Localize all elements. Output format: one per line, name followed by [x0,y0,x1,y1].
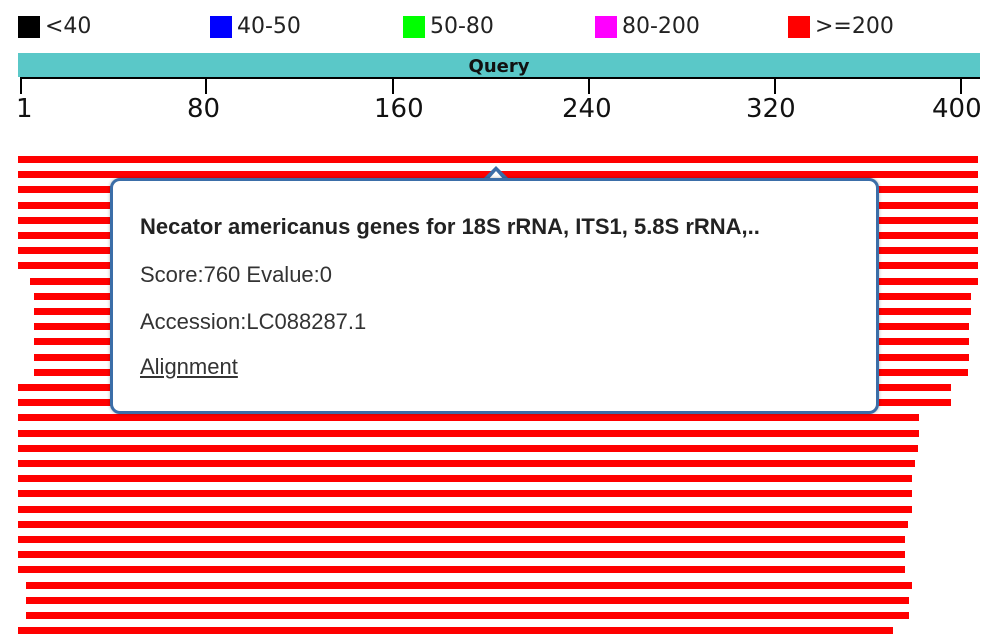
score-legend: <40 40-50 50-80 80-200 >=200 [0,12,1000,42]
hit-bar[interactable] [18,444,918,452]
axis-tick-label: 240 [562,94,612,124]
hit-bar[interactable] [18,505,912,513]
hit-bar[interactable] [18,414,919,422]
axis-tick-mark [20,77,22,94]
hit-bar[interactable] [18,460,915,467]
hit-bar[interactable] [18,551,905,559]
query-bar: Query [18,53,980,77]
legend-swatch-blue [210,16,232,38]
axis-line [20,77,980,79]
legend-label: <40 [45,14,92,39]
hit-bar[interactable] [26,612,909,619]
hit-bar[interactable] [18,627,893,635]
tooltip-accession: Accession:LC088287.1 [140,309,367,334]
legend-swatch-magenta [595,16,617,38]
axis-tick-mark [392,77,394,94]
legend-swatch-red [788,16,810,38]
hit-bar[interactable] [26,581,912,589]
legend-label: >=200 [815,14,894,39]
axis-tick-label: 80 [187,94,221,124]
axis-tick-mark [774,77,776,94]
axis-tick-mark [205,77,207,94]
tooltip-title: Necator americanus genes for 18S rRNA, I… [140,214,760,239]
legend-swatch-black [18,16,40,38]
hit-bar[interactable] [18,156,978,163]
hit-bar[interactable] [18,490,912,498]
alignment-link[interactable]: Alignment [140,354,238,379]
axis-tick-label: 320 [746,94,796,124]
axis-tick-mark [960,77,962,94]
hit-bar[interactable] [18,536,905,543]
hit-bar[interactable] [26,596,909,604]
axis-tick-label: 1 [16,94,33,124]
legend-label: 50-80 [430,14,494,39]
hit-bar[interactable] [18,429,919,437]
axis-tick-label: 400 [932,94,982,124]
axis-tick-label: 160 [374,94,424,124]
hit-bar[interactable] [18,566,905,574]
hit-tooltip: Necator americanus genes for 18S rRNA, I… [110,178,879,414]
legend-label: 40-50 [237,14,301,39]
hit-bar[interactable] [18,475,912,483]
hit-bar[interactable] [18,520,908,528]
tooltip-pointer-inner [488,171,504,180]
query-label: Query [468,56,530,77]
axis-tick-mark [588,77,590,94]
legend-label: 80-200 [622,14,700,39]
tooltip-score: Score:760 Evalue:0 [140,262,333,287]
legend-swatch-green [403,16,425,38]
